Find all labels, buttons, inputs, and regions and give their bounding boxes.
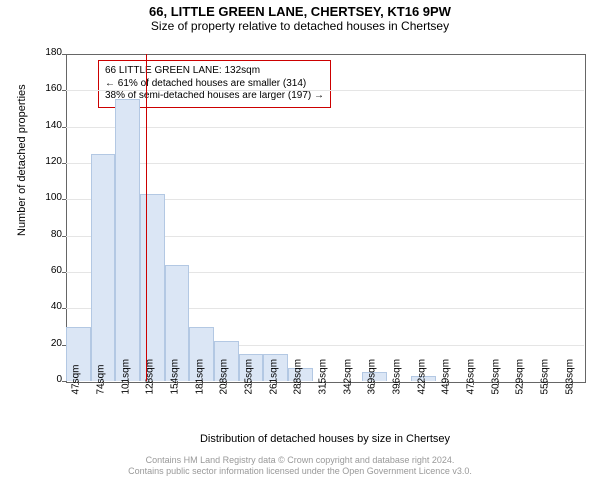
y-tick-label: 80	[32, 229, 62, 240]
attribution-line: Contains public sector information licen…	[0, 466, 600, 477]
y-tick-label: 60	[32, 265, 62, 276]
y-tick-label: 180	[32, 47, 62, 58]
histogram-bar	[115, 99, 140, 381]
y-tick-label: 160	[32, 83, 62, 94]
grid-line	[66, 127, 584, 128]
y-tick-label: 0	[32, 374, 62, 385]
page-subtitle: Size of property relative to detached ho…	[0, 19, 600, 33]
legend-line: 66 LITTLE GREEN LANE: 132sqm	[105, 65, 324, 78]
x-axis-title: Distribution of detached houses by size …	[66, 433, 584, 445]
grid-line	[66, 90, 584, 91]
chart-container: { "title": "66, LITTLE GREEN LANE, CHERT…	[0, 4, 600, 504]
y-tick-label: 20	[32, 338, 62, 349]
marker-line	[146, 54, 147, 381]
histogram-bar	[140, 194, 165, 381]
attribution-line: Contains HM Land Registry data © Crown c…	[0, 455, 600, 466]
y-tick-label: 100	[32, 192, 62, 203]
grid-line	[66, 163, 584, 164]
page-title: 66, LITTLE GREEN LANE, CHERTSEY, KT16 9P…	[0, 4, 600, 19]
y-tick-label: 40	[32, 301, 62, 312]
y-tick-label: 120	[32, 156, 62, 167]
attribution-text: Contains HM Land Registry data © Crown c…	[0, 455, 600, 477]
legend-line: ← 61% of detached houses are smaller (31…	[105, 78, 324, 91]
y-tick-label: 140	[32, 120, 62, 131]
y-axis-title: Number of detached properties	[16, 196, 28, 236]
histogram-bar	[91, 154, 116, 381]
